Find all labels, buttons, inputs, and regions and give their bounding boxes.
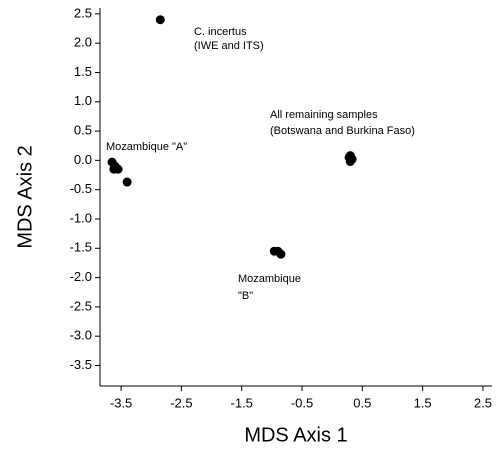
annotation: C. incertus bbox=[194, 26, 247, 38]
point bbox=[122, 177, 132, 187]
y-tick-label: 2.5 bbox=[74, 5, 92, 20]
x-tick-label: 2.5 bbox=[474, 395, 492, 410]
y-tick-label: -1.5 bbox=[70, 240, 92, 255]
x-tick-label: -2.5 bbox=[170, 395, 192, 410]
x-tick-label: 0.5 bbox=[353, 395, 371, 410]
y-axis-label: MDS Axis 2 bbox=[14, 145, 36, 248]
y-tick-label: -2.5 bbox=[70, 298, 92, 313]
point bbox=[155, 15, 165, 25]
x-tick-label: -0.5 bbox=[291, 395, 313, 410]
annotation: (IWE and ITS) bbox=[194, 40, 264, 52]
y-tick-label: -3.0 bbox=[70, 328, 92, 343]
y-tick-label: -0.5 bbox=[70, 181, 92, 196]
y-tick-label: 1.5 bbox=[74, 64, 92, 79]
point bbox=[276, 249, 286, 259]
annotation: All remaining samples bbox=[270, 109, 378, 121]
y-tick-label: -3.5 bbox=[70, 357, 92, 372]
annotation: Mozambique "A" bbox=[106, 141, 187, 153]
y-tick-label: -2.0 bbox=[70, 269, 92, 284]
x-tick-label: -3.5 bbox=[110, 395, 132, 410]
point bbox=[109, 164, 119, 174]
point bbox=[345, 151, 355, 161]
annotation: Mozambique bbox=[238, 273, 301, 285]
y-tick-label: -1.0 bbox=[70, 210, 92, 225]
y-tick-label: 2.0 bbox=[74, 35, 92, 50]
x-axis-label: MDS Axis 1 bbox=[244, 424, 347, 446]
x-tick-label: 1.5 bbox=[414, 395, 432, 410]
y-tick-label: 0.5 bbox=[74, 123, 92, 138]
y-tick-label: 0.0 bbox=[74, 152, 92, 167]
annotation: "B" bbox=[238, 290, 253, 302]
annotation: (Botswana and Burkina Faso) bbox=[270, 125, 415, 137]
x-tick-label: -1.5 bbox=[231, 395, 253, 410]
y-tick-label: 1.0 bbox=[74, 93, 92, 108]
